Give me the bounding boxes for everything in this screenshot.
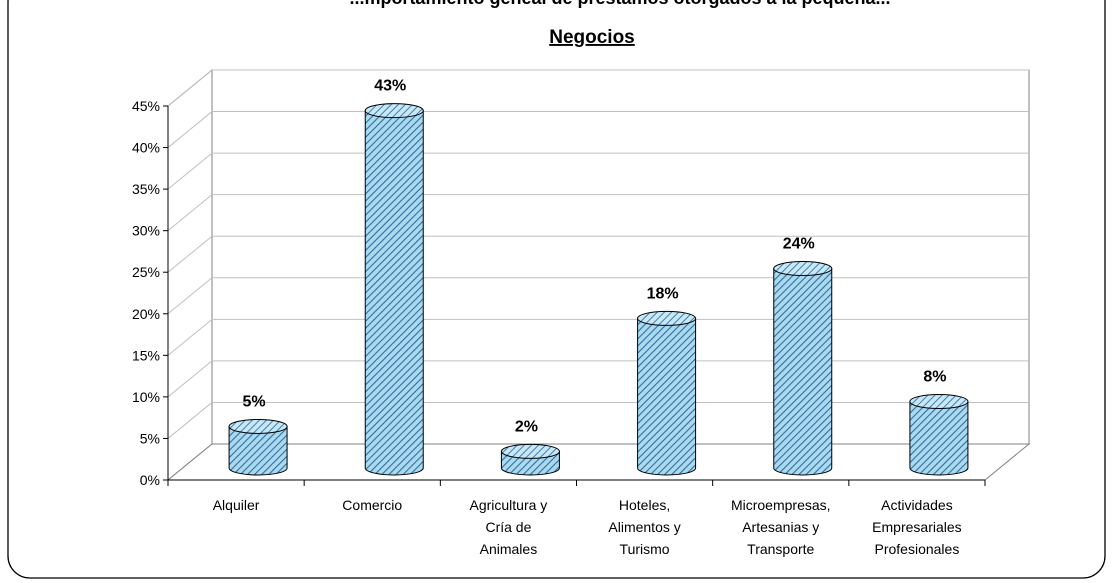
bar-top: [228, 418, 288, 434]
y-tick-label: 15%: [132, 347, 160, 363]
bar: [364, 110, 424, 476]
y-tick-label: 20%: [132, 306, 160, 322]
gridline-side: [167, 152, 213, 190]
bar-top: [637, 310, 697, 326]
data-label: 8%: [923, 369, 946, 386]
gridline-side: [167, 318, 213, 356]
chart-subtitle: Negocios: [549, 27, 635, 48]
data-label: 43%: [374, 78, 406, 95]
category-label: Agricultura y Cría de Animales: [470, 497, 548, 557]
y-tick-label: 10%: [132, 389, 160, 405]
y-tick-label: 30%: [132, 223, 160, 239]
gridline-side: [167, 235, 213, 273]
chart-title: ...mportamiento geneal de préstamos otor…: [349, 0, 890, 8]
bar-top: [909, 394, 969, 410]
side-wall: [167, 68, 213, 482]
plot-area: 0% 5% 10% 15% 20% 25% 30% 35% 40% 45% 5% Alquiler 43…: [132, 68, 1031, 557]
y-tick-label: 0%: [140, 472, 160, 488]
y-tick-label: 25%: [132, 264, 160, 280]
y-tick-label: 5%: [140, 430, 160, 446]
bar: [909, 401, 969, 476]
gridline-side: [167, 402, 213, 439]
gridline-side: [167, 277, 213, 315]
floor: [166, 443, 1031, 481]
back-wall: [211, 69, 1030, 445]
gridline-side: [167, 111, 213, 148]
category-label: Comercio: [342, 497, 402, 513]
category-label: Hoteles, Alimentos y Turismo: [608, 497, 680, 557]
gridline-side: [167, 360, 213, 398]
y-tick-label: 40%: [132, 140, 160, 156]
data-label: 2%: [515, 418, 538, 435]
bar-top: [500, 443, 560, 459]
y-tick-label: 35%: [132, 181, 160, 197]
data-label: 5%: [243, 393, 266, 410]
y-tick-label: 45%: [132, 98, 160, 114]
data-label: 24%: [783, 236, 815, 253]
category-label: Actividades Empresariales Profesionales: [872, 497, 961, 557]
bar: [637, 317, 697, 476]
bar: [773, 268, 833, 476]
bar-top: [364, 103, 424, 119]
gridline-side: [167, 194, 213, 232]
bar: [228, 425, 288, 476]
category-label: Microempresas, Artesanias y Transporte: [731, 497, 831, 557]
chart-frame: [7, 0, 1106, 579]
bar-top: [773, 261, 833, 277]
category-label: Alquiler: [213, 497, 260, 513]
gridline-side: [167, 69, 213, 107]
data-label: 18%: [647, 285, 679, 302]
